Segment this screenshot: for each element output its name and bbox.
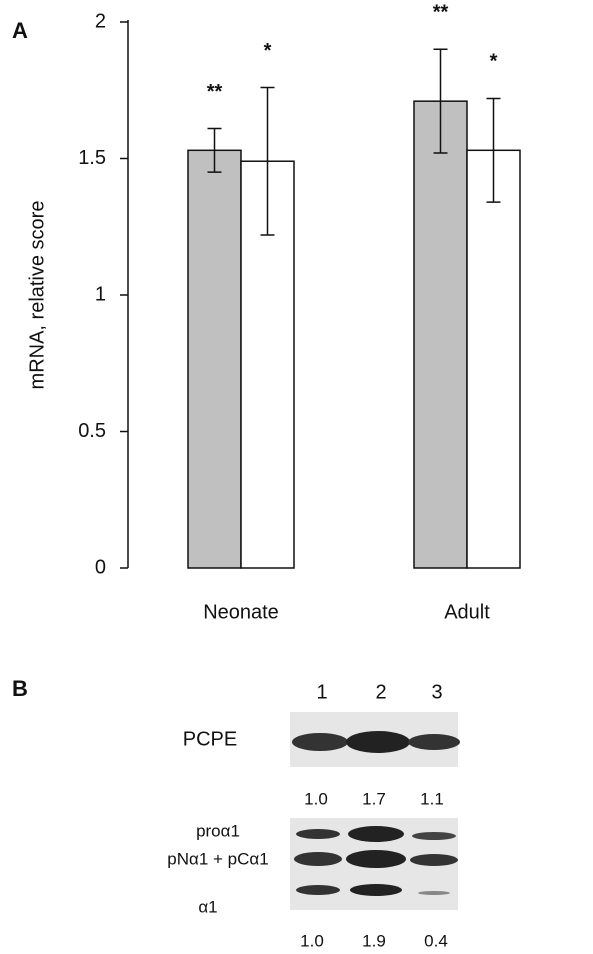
y-tick-label: 1 — [95, 283, 106, 305]
density: 1.0 — [300, 931, 324, 950]
density: 0.4 — [424, 931, 448, 950]
blot — [290, 712, 460, 767]
bar — [414, 101, 467, 568]
density: 1.9 — [362, 931, 386, 950]
bar — [467, 150, 520, 568]
figure: A mRNA, relative score B 1 2 3 PCPE 1.0 … — [0, 0, 593, 954]
blot-label: α1 — [198, 897, 217, 916]
x-tick-label: Adult — [444, 601, 490, 623]
y-tick-label: 1.5 — [78, 147, 106, 169]
significance-mark: ** — [433, 2, 449, 24]
density: 1.1 — [420, 789, 444, 808]
y-tick-label: 0 — [95, 556, 106, 578]
significance-mark: * — [264, 40, 272, 62]
significance-mark: ** — [207, 81, 223, 103]
y-axis-label: mRNA, relative score — [26, 201, 48, 390]
panel-label: B — [12, 676, 28, 701]
density: 1.0 — [304, 789, 328, 808]
panel-label: A — [12, 18, 28, 43]
y-tick-label: 0.5 — [78, 420, 106, 442]
lane-label: 2 — [375, 681, 386, 703]
blot — [290, 818, 458, 910]
y-tick-label: 2 — [95, 10, 106, 32]
density: 1.7 — [362, 789, 386, 808]
significance-mark: * — [490, 51, 498, 73]
x-tick-label: Neonate — [203, 601, 279, 623]
blot-label: PCPE — [183, 728, 237, 750]
lane-label: 1 — [316, 681, 327, 703]
bar — [188, 150, 241, 568]
blot-label: pNα1 + pCα1 — [167, 849, 268, 868]
lane-label: 3 — [431, 681, 442, 703]
blot-label: proα1 — [196, 821, 240, 840]
